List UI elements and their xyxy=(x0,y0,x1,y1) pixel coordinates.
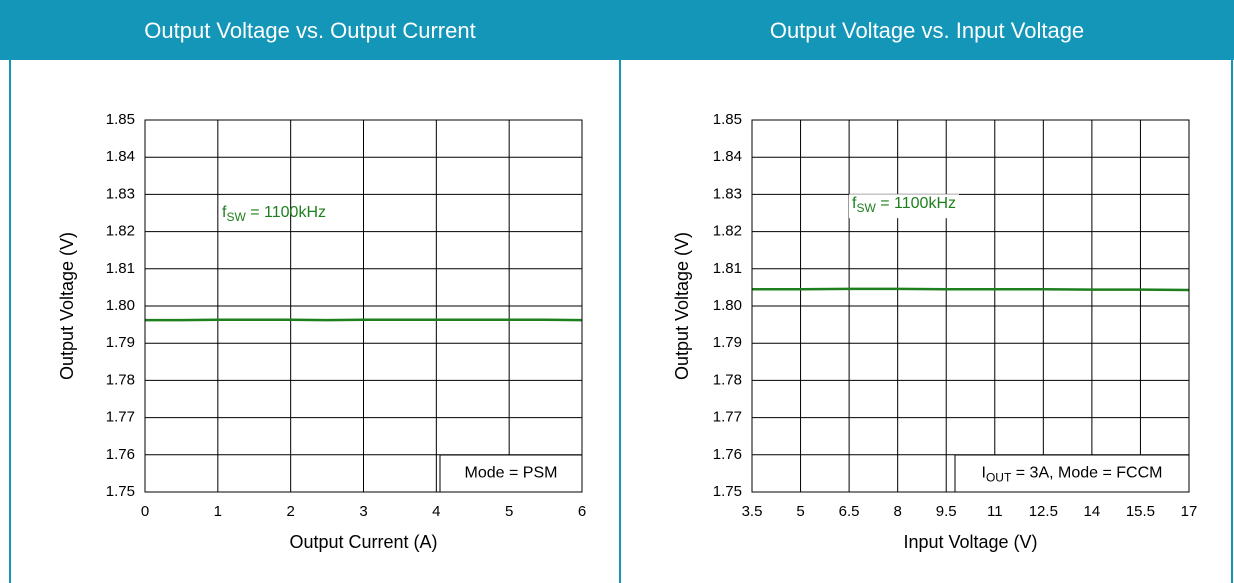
y-tick-label: 1.78 xyxy=(713,371,742,388)
y-tick-label: 1.82 xyxy=(713,223,742,240)
y-tick-label: 1.77 xyxy=(713,409,742,426)
x-tick-label: 6 xyxy=(578,503,586,520)
x-tick-label: 9.5 xyxy=(936,503,957,520)
y-axis-label: Output Voltage (V) xyxy=(57,232,77,380)
annotation-part: = 1100kHz xyxy=(246,204,326,221)
y-tick-label: 1.81 xyxy=(713,260,742,277)
annotation-part: I xyxy=(982,465,986,482)
x-tick-label: 2 xyxy=(286,503,294,520)
y-tick-label: 1.77 xyxy=(106,409,135,426)
y-tick-label: 1.79 xyxy=(713,334,742,351)
annotation-part: f xyxy=(852,195,857,212)
annotation-part: = 1100kHz xyxy=(876,195,956,212)
x-tick-label: 11 xyxy=(987,503,1003,520)
annotation-part: SW xyxy=(226,210,246,224)
y-tick-label: 1.76 xyxy=(106,446,135,463)
y-tick-label: 1.83 xyxy=(106,185,135,202)
x-axis-label: Input Voltage (V) xyxy=(903,532,1037,552)
x-tick-label: 12.5 xyxy=(1029,503,1058,520)
x-axis-label: Output Current (A) xyxy=(289,532,437,552)
annotation: IOUT = 3A, Mode = FCCM xyxy=(982,465,1163,485)
y-tick-label: 1.75 xyxy=(106,483,135,500)
x-tick-label: 6.5 xyxy=(839,503,860,520)
y-tick-label: 1.84 xyxy=(106,148,135,165)
x-tick-label: 4 xyxy=(432,503,440,520)
y-tick-label: 1.82 xyxy=(106,223,135,240)
x-tick-label: 14 xyxy=(1084,503,1101,520)
x-tick-label: 1 xyxy=(214,503,222,520)
y-axis-label: Output Voltage (V) xyxy=(672,232,692,380)
x-tick-label: 17 xyxy=(1181,503,1198,520)
chart-title: Output Voltage vs. Output Current xyxy=(144,18,475,43)
header-bar xyxy=(0,0,1234,60)
annotation: fSW = 1100kHz xyxy=(852,195,956,215)
plot-frame xyxy=(751,119,1190,493)
x-tick-label: 0 xyxy=(141,503,149,520)
annotation-part: f xyxy=(222,204,227,221)
annotation-part: Mode = PSM xyxy=(465,465,558,482)
y-tick-label: 1.76 xyxy=(713,446,742,463)
annotation: fSW = 1100kHz xyxy=(222,204,326,224)
chart-title: Output Voltage vs. Input Voltage xyxy=(770,18,1084,43)
y-tick-label: 1.84 xyxy=(713,148,742,165)
x-tick-label: 5 xyxy=(796,503,804,520)
annotation-bg xyxy=(849,194,959,219)
annotation-part: OUT xyxy=(986,471,1012,485)
x-tick-label: 3 xyxy=(359,503,367,520)
annotation-part: = 3A, Mode = FCCM xyxy=(1011,465,1162,482)
plot-frame xyxy=(144,119,583,493)
annotation-box xyxy=(954,454,1190,493)
x-tick-label: 5 xyxy=(505,503,513,520)
annotation-part: SW xyxy=(856,201,876,215)
x-tick-label: 15.5 xyxy=(1126,503,1155,520)
y-tick-label: 1.85 xyxy=(106,111,135,128)
y-tick-label: 1.80 xyxy=(106,297,135,314)
y-tick-label: 1.79 xyxy=(106,334,135,351)
y-tick-label: 1.83 xyxy=(713,185,742,202)
y-tick-label: 1.78 xyxy=(106,371,135,388)
y-tick-label: 1.80 xyxy=(713,297,742,314)
y-tick-label: 1.81 xyxy=(106,260,135,277)
x-tick-label: 8 xyxy=(893,503,901,520)
annotation: Mode = PSM xyxy=(465,465,558,482)
x-tick-label: 3.5 xyxy=(742,503,763,520)
y-tick-label: 1.75 xyxy=(713,483,742,500)
y-tick-label: 1.85 xyxy=(713,111,742,128)
annotation-box xyxy=(439,454,583,493)
data-line xyxy=(752,287,1190,292)
